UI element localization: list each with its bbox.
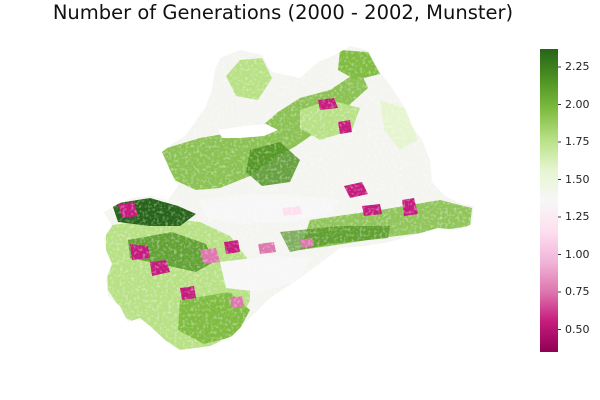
colorbar-tick-label: 1.50 [565, 172, 590, 186]
colorbar-tick-label: 0.75 [565, 285, 590, 298]
colorbar-tick-label: 2.25 [565, 60, 590, 73]
colorbar-tick-marks [558, 66, 561, 330]
colorbar-tick-label: 1.00 [565, 247, 590, 261]
colorbar-tick-label: 1.25 [565, 210, 590, 223]
colorbar-tick-label: 1.75 [565, 135, 590, 148]
page-title: Number of Generations (2000 - 2002, Muns… [52, 1, 514, 24]
colorbar-tick-label: 2.00 [565, 97, 590, 111]
colorbar-gradient [540, 49, 558, 352]
colorbar-tick-label: 0.50 [565, 322, 590, 336]
